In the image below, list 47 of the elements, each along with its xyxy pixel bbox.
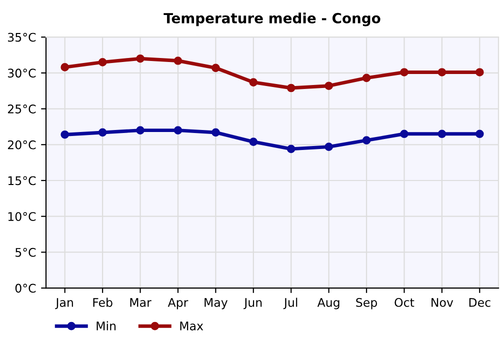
x-tick-label: Jan — [55, 298, 73, 310]
point — [362, 136, 371, 145]
x-tick-label: Aug — [317, 298, 340, 310]
x-tick-label: Oct — [394, 298, 414, 307]
x-tick-label: Mar — [130, 298, 152, 307]
point — [400, 68, 408, 76]
point — [136, 126, 144, 134]
x-tick-label: Feb — [93, 298, 112, 307]
point — [438, 68, 446, 76]
point — [98, 58, 107, 66]
y-tick-label: 25°C — [8, 104, 36, 114]
legend-label: Max — [180, 322, 204, 330]
legend-label: Min — [96, 321, 116, 330]
chart-title: Temperature medie - Congo — [164, 12, 380, 26]
x-tick-label: Dec — [469, 298, 490, 307]
x-tick-label: Nov — [432, 298, 454, 307]
point — [475, 130, 484, 138]
point — [212, 64, 220, 72]
point — [174, 56, 182, 65]
y-tick-label: 30°C — [8, 68, 36, 78]
point — [400, 130, 408, 138]
y-tick-label: 20°C — [8, 140, 36, 150]
y-tick-label: 10°C — [8, 212, 36, 222]
point — [60, 63, 70, 72]
point — [136, 54, 144, 63]
x-tick-label: Apr — [168, 298, 188, 310]
point — [60, 130, 70, 139]
point — [324, 142, 333, 151]
point — [475, 68, 484, 76]
point — [438, 130, 446, 138]
point — [212, 128, 220, 137]
x-tick-label: Jul — [283, 298, 298, 310]
point — [362, 74, 371, 82]
y-tick-label: 0°C — [15, 284, 36, 293]
point — [286, 144, 296, 154]
point — [98, 128, 107, 137]
point — [286, 84, 296, 92]
point — [174, 126, 182, 134]
point — [249, 138, 258, 146]
x-tick-label: May — [204, 298, 228, 310]
point — [324, 82, 333, 90]
y-tick-label: 5°C — [16, 248, 36, 257]
y-tick-label: 35°C — [8, 32, 36, 42]
x-tick-label: Jun — [244, 298, 262, 310]
y-tick-label: 15°C — [8, 176, 36, 186]
point — [249, 78, 258, 86]
x-tick-label: Sep — [356, 298, 377, 310]
